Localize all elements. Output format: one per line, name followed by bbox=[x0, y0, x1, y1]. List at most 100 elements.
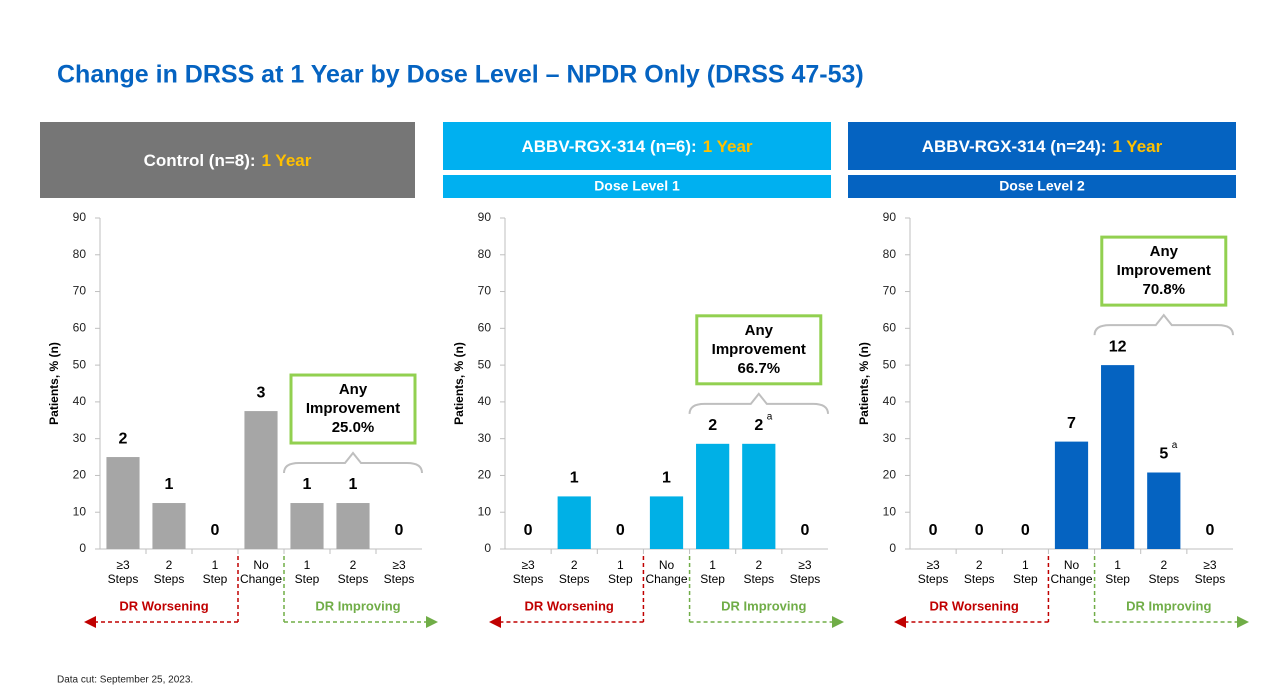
x-tick-label: ≥3 bbox=[926, 558, 940, 572]
y-axis-label: Patients, % (n) bbox=[452, 342, 466, 425]
footnote-mark: a bbox=[1172, 440, 1178, 451]
count-label: 2 bbox=[754, 417, 763, 434]
y-tick-label: 40 bbox=[478, 394, 492, 408]
count-label: 3 bbox=[257, 384, 266, 401]
bar bbox=[1101, 365, 1135, 549]
panel-subheader bbox=[848, 175, 1236, 198]
x-tick-label: Step bbox=[203, 572, 228, 586]
x-tick-label: Steps bbox=[1195, 572, 1226, 586]
panel-header-text: ABBV-RGX-314 (n=24): 1 Year bbox=[922, 137, 1163, 156]
count-label: 12 bbox=[1109, 338, 1127, 355]
y-tick-label: 30 bbox=[478, 431, 492, 445]
panel-header bbox=[443, 122, 831, 170]
x-tick-label: Steps bbox=[338, 572, 369, 586]
bar bbox=[696, 443, 730, 549]
bar bbox=[336, 503, 370, 549]
x-tick-label: Step bbox=[295, 572, 320, 586]
improvement-box bbox=[1100, 235, 1228, 307]
count-label: 0 bbox=[524, 522, 533, 539]
x-tick-label: Steps bbox=[743, 572, 774, 586]
x-tick-label: Steps bbox=[108, 572, 139, 586]
y-tick-label: 90 bbox=[73, 210, 87, 224]
y-tick-label: 70 bbox=[73, 284, 87, 298]
x-tick-label: Steps bbox=[559, 572, 590, 586]
y-tick-label: 30 bbox=[73, 431, 87, 445]
y-tick-label: 90 bbox=[883, 210, 897, 224]
improvement-text: Any bbox=[1150, 243, 1179, 260]
count-label: 1 bbox=[662, 470, 671, 487]
y-tick-label: 20 bbox=[883, 468, 897, 482]
x-tick-label: Step bbox=[608, 572, 633, 586]
y-tick-label: 80 bbox=[883, 247, 897, 261]
y-tick-label: 20 bbox=[478, 468, 492, 482]
y-tick-label: 80 bbox=[73, 247, 87, 261]
count-label: 0 bbox=[395, 522, 404, 539]
x-tick-label: Step bbox=[700, 572, 725, 586]
y-tick-label: 40 bbox=[73, 394, 87, 408]
bar bbox=[290, 503, 324, 549]
y-tick-label: 10 bbox=[478, 504, 492, 518]
y-tick-label: 10 bbox=[73, 504, 87, 518]
improvement-text: 25.0% bbox=[332, 419, 375, 436]
x-tick-label: Steps bbox=[384, 572, 415, 586]
panel-header bbox=[848, 122, 1236, 170]
bar bbox=[557, 496, 591, 549]
x-tick-label: 1 bbox=[304, 558, 311, 572]
count-label: 0 bbox=[616, 522, 625, 539]
improving-label: DR Improving bbox=[1126, 598, 1211, 613]
y-tick-label: 0 bbox=[79, 541, 86, 555]
count-label: 0 bbox=[929, 522, 938, 539]
y-tick-label: 50 bbox=[883, 357, 897, 371]
y-tick-label: 60 bbox=[73, 321, 87, 335]
footnote: Data cut: September 25, 2023. bbox=[57, 675, 193, 686]
y-axis-label: Patients, % (n) bbox=[857, 342, 871, 425]
x-tick-label: 1 bbox=[1022, 558, 1029, 572]
bar bbox=[152, 503, 186, 549]
brace bbox=[283, 451, 423, 474]
x-tick-label: Steps bbox=[1148, 572, 1179, 586]
header-period: 1 Year bbox=[703, 137, 753, 156]
header-label: ABBV-RGX-314 (n=24): bbox=[922, 137, 1107, 156]
bar bbox=[742, 443, 776, 549]
y-tick-label: 60 bbox=[883, 321, 897, 335]
worsening-label: DR Worsening bbox=[525, 598, 614, 613]
improvement-text: Any bbox=[339, 381, 368, 398]
y-tick-label: 60 bbox=[478, 321, 492, 335]
brace bbox=[688, 392, 829, 414]
x-tick-label: Step bbox=[1013, 572, 1038, 586]
bar bbox=[1054, 441, 1089, 549]
count-label: 1 bbox=[349, 476, 358, 493]
panel-header-text: Control (n=8): 1 Year bbox=[144, 151, 312, 170]
x-tick-label: ≥3 bbox=[798, 558, 812, 572]
count-label: 5 bbox=[1159, 446, 1168, 463]
y-axis-label: Patients, % (n) bbox=[47, 342, 61, 425]
improving-label: DR Improving bbox=[315, 598, 400, 613]
count-label: 7 bbox=[1067, 415, 1076, 432]
x-tick-label: ≥3 bbox=[116, 558, 130, 572]
y-tick-label: 70 bbox=[883, 284, 897, 298]
x-tick-label: 2 bbox=[755, 558, 762, 572]
x-tick-label: Steps bbox=[790, 572, 821, 586]
x-tick-label: No bbox=[659, 558, 675, 572]
y-tick-label: 40 bbox=[883, 394, 897, 408]
x-tick-label: No bbox=[1064, 558, 1080, 572]
count-label: 0 bbox=[800, 522, 809, 539]
improvement-box bbox=[289, 373, 417, 445]
x-tick-label: Steps bbox=[154, 572, 185, 586]
improving-label: DR Improving bbox=[721, 598, 806, 613]
panel-header bbox=[40, 122, 415, 198]
count-label: 1 bbox=[165, 476, 174, 493]
improvement-text: Improvement bbox=[1117, 262, 1211, 279]
x-tick-label: Steps bbox=[513, 572, 544, 586]
worsening-label: DR Worsening bbox=[930, 598, 1019, 613]
y-tick-label: 30 bbox=[883, 431, 897, 445]
improvement-text: 66.7% bbox=[738, 360, 781, 377]
count-label: 0 bbox=[1205, 522, 1214, 539]
bar bbox=[244, 411, 278, 549]
x-tick-label: Change bbox=[1050, 572, 1092, 586]
count-label: 0 bbox=[975, 522, 984, 539]
y-tick-label: 80 bbox=[478, 247, 492, 261]
y-tick-label: 50 bbox=[478, 357, 492, 371]
improvement-text: Improvement bbox=[306, 400, 400, 417]
